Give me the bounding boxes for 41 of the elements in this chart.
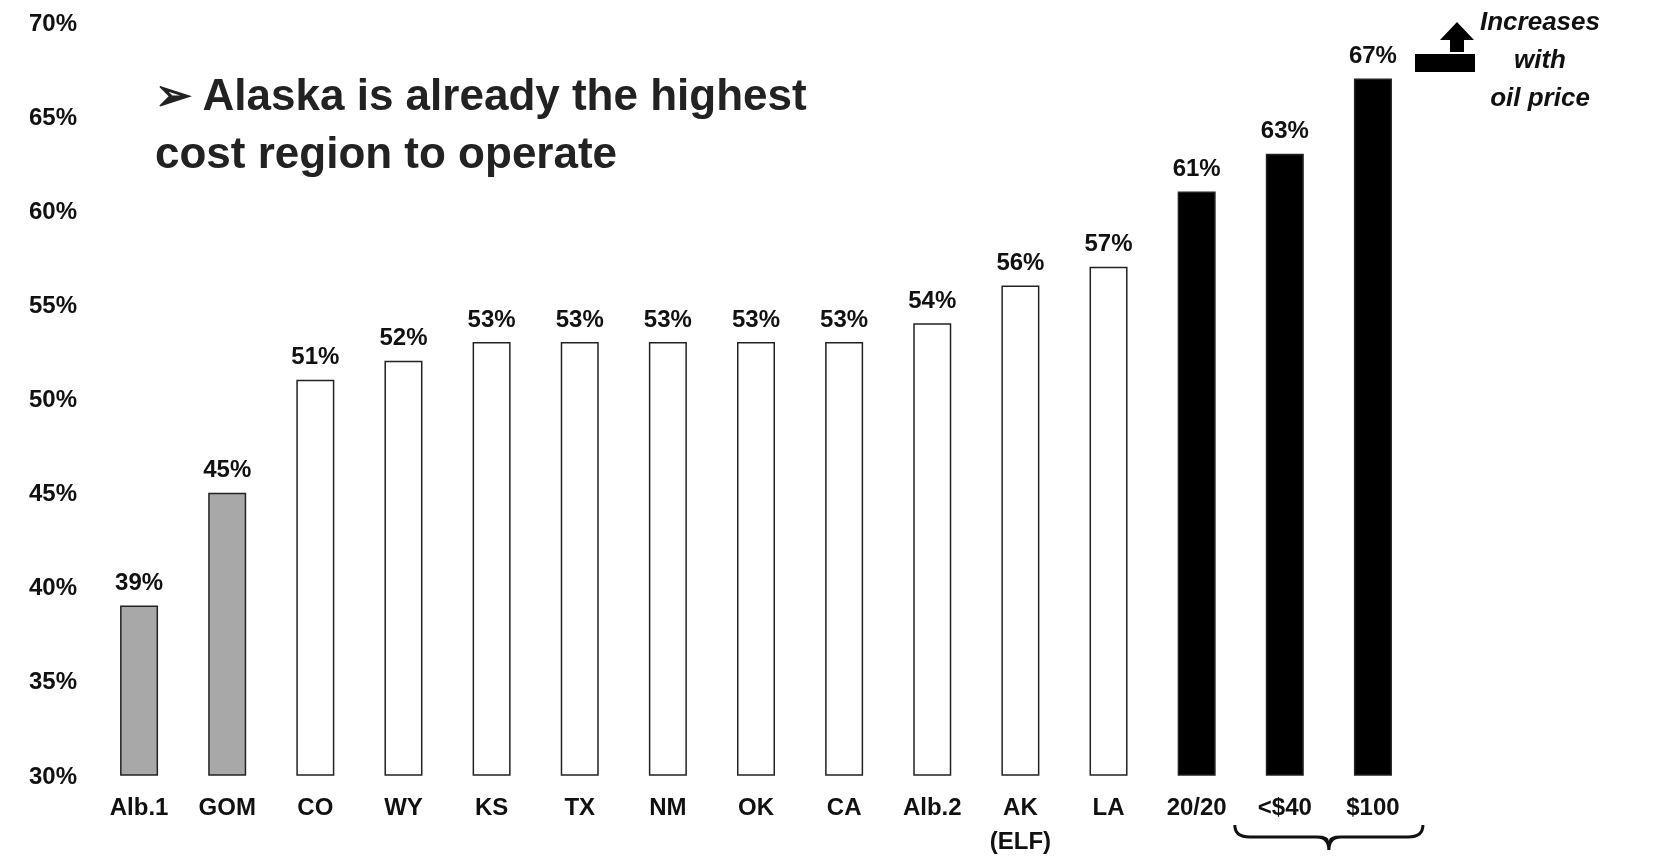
y-tick-label: 30% [28,761,77,789]
y-tick-label: 55% [28,290,77,318]
y-tick-label: 70% [28,8,77,36]
x-tick-label: Alb.1 [109,792,169,820]
data-label: 54% [908,285,957,313]
y-tick-label: 40% [28,573,77,601]
y-tick-label: 45% [28,479,77,507]
data-label: 56% [996,248,1045,276]
data-label: 53% [555,304,604,332]
y-tick-label: 35% [28,667,77,695]
x-tick-label: KS [474,792,509,820]
x-tick-label: WY [384,792,423,820]
x-tick-label: Alb.2 [902,792,962,820]
x-tick-label: OK [738,792,775,820]
x-tick-label: AK (ELF) [989,792,1052,854]
x-tick-label: CO [297,792,334,820]
x-tick-label: CA [826,792,862,820]
y-tick-label: 50% [28,385,77,412]
data-label: 67% [1348,40,1397,68]
y-tick-label: 60% [28,196,77,224]
x-tick-label: <$40 [1257,792,1312,820]
data-label: 53% [820,304,869,332]
text: ➢ Alaska is already the highest cost region to operate [155,69,819,177]
x-tick-label: LA [1092,792,1125,820]
data-label: 39% [115,568,164,596]
text: Increases with oil price [1480,5,1600,114]
data-label: 53% [731,304,781,332]
data-label: 57% [1084,229,1133,257]
data-label: 52% [379,323,428,351]
data-label: 45% [203,455,252,483]
x-tick-label: $100 [1346,792,1400,820]
x-tick-label: TX [564,792,596,820]
x-tick-label: 20/20 [1166,792,1227,820]
y-tick-label: 65% [28,102,77,130]
data-label: 53% [467,304,516,332]
data-label: 51% [291,342,340,370]
data-label: 63% [1260,116,1309,144]
data-label: 53% [643,304,692,332]
x-tick-label: NM [649,792,687,820]
x-tick-label: GOM [198,792,256,820]
data-label: 61% [1172,153,1221,181]
